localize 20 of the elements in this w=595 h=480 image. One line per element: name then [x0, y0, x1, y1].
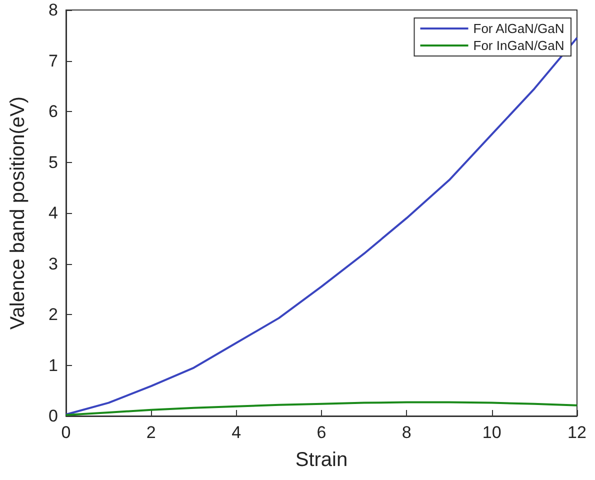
x-axis-title: Strain [295, 449, 348, 471]
y-tick-label: 3 [48, 254, 58, 274]
y-axis-title: Valence band position(eV) [7, 96, 29, 330]
y-tick-label: 7 [48, 51, 58, 70]
x-tick-label: 2 [146, 423, 156, 442]
legend-label: For AlGaN/GaN [473, 21, 564, 36]
x-tick-label: 10 [482, 423, 502, 442]
x-tick-label: 6 [316, 423, 326, 442]
y-tick-label: 0 [48, 406, 58, 426]
x-tick-label: 0 [61, 423, 71, 442]
y-tick-label: 8 [48, 0, 58, 20]
y-tick-label: 1 [48, 356, 58, 375]
legend-label: For InGaN/GaN [473, 38, 564, 53]
x-tick-label: 4 [232, 423, 242, 442]
y-tick-label: 2 [48, 305, 58, 324]
y-tick-label: 5 [48, 152, 58, 172]
x-tick-label: 12 [568, 423, 586, 442]
x-tick-label: 8 [402, 423, 412, 442]
y-tick-label: 4 [48, 204, 58, 222]
y-tick-label: 6 [48, 102, 58, 121]
